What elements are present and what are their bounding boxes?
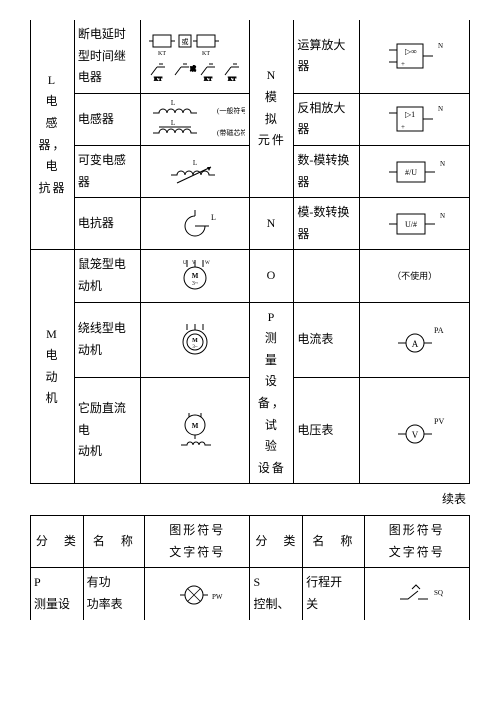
cat-L: L电 感器，电抗器 [31,20,75,250]
svg-text:N: N [440,212,445,220]
continued-label: 续表 [30,484,470,515]
name-dc-motor: 它励直流电动机 [74,377,140,483]
svg-text:L: L [193,159,197,167]
svg-text:N: N [438,105,443,113]
name-squirrel: 鼠笼型电动机 [74,250,140,302]
hdr-cat-1: 分 类 [31,516,84,568]
sym-ammeter: PA A [360,302,470,377]
component-table-1: L电 感器，电抗器 断电延时型时间继电器 或 KT KT KT 或 KT KT … [30,20,470,484]
svg-text:N: N [438,42,443,50]
name-limit-sw: 行程开关 [303,568,364,620]
name-reactor: 电抗器 [74,198,140,250]
svg-text:M: M [192,272,199,280]
sym-squirrel: M 3~ UV W [140,250,250,302]
name-var-inductor: 可变电感器 [74,145,140,197]
svg-text:或: 或 [182,37,189,46]
svg-text:▷∞: ▷∞ [405,47,417,56]
name-relay: 断电延时型时间继电器 [74,20,140,93]
svg-text:▷1: ▷1 [405,110,415,119]
sym-relay: 或 KT KT KT 或 KT KT [140,20,250,93]
svg-text:U: U [183,261,187,266]
svg-text:N: N [440,160,445,168]
svg-text:+: + [401,60,405,68]
svg-text:KT: KT [204,77,212,81]
sym-wattmeter: PW [145,568,250,620]
svg-text:SQ: SQ [434,589,443,597]
component-table-2: 分 类 名 称 图形符号文字符号 分 类 名 称 图形符号文字符号 P测量设 有… [30,515,470,619]
svg-text:#/U: #/U [405,168,417,177]
sym-dc-motor: M [140,377,250,483]
sym-wound: M 3~ [140,302,250,377]
svg-text:KT: KT [202,51,210,57]
hdr-name-1: 名 称 [83,516,144,568]
name-voltmeter: 电压表 [294,377,360,483]
name-wattmeter: 有功功率表 [83,568,144,620]
sym-inductor: L (一般符号) L (带磁芯符号) [140,93,250,145]
sym-limit-sw: SQ [364,568,469,620]
sym-dac: #/U N [360,145,470,197]
hdr-sym-1: 图形符号文字符号 [145,516,250,568]
svg-text:V: V [411,430,418,440]
name-dac: 数-模转换器 [294,145,360,197]
name-wound: 绕线型电动机 [74,302,140,377]
cat-O: O [250,250,294,302]
cat-P-meas: P测 量设备，试 验设备 [250,302,294,484]
svg-text:L: L [171,99,175,107]
svg-text:(一般符号): (一般符号) [217,106,245,115]
svg-text:V: V [192,261,196,266]
svg-text:M: M [192,422,199,430]
svg-text:KT: KT [228,77,236,81]
svg-text:PV: PV [434,417,444,426]
svg-text:W: W [205,261,210,266]
svg-text:U/#: U/# [405,220,417,229]
name-inductor: 电感器 [74,93,140,145]
name-invamp: 反相放大器 [294,93,360,145]
svg-text:A: A [411,339,418,349]
svg-text:KT: KT [154,77,162,81]
svg-text:PA: PA [434,326,444,335]
name-O [294,250,360,302]
svg-text:L: L [171,119,175,127]
svg-text:KT: KT [158,51,166,57]
svg-text:L: L [211,213,216,222]
cat-S: S控制、 [250,568,303,620]
sym-voltmeter: PV V [360,377,470,483]
name-opamp: 运算放大器 [294,20,360,93]
svg-text:(带磁芯符号): (带磁芯符号) [217,128,245,137]
svg-text:或: 或 [190,65,196,73]
name-ammeter: 电流表 [294,302,360,377]
hdr-name-2: 名 称 [303,516,364,568]
svg-text:M: M [192,338,198,344]
sym-O: （不使用） [360,250,470,302]
sym-invamp: ▷1 + N [360,93,470,145]
cat-N-analog: N模 拟元件 [250,20,294,198]
hdr-cat-2: 分 类 [250,516,303,568]
sym-reactor: L [140,198,250,250]
svg-text:3~: 3~ [192,281,199,287]
cat-M: M电 动机 [31,250,75,484]
cat-N2: N [250,198,294,250]
sym-opamp: ▷∞ + N [360,20,470,93]
svg-text:+: + [401,123,405,131]
svg-text:3~: 3~ [193,345,199,350]
hdr-sym-2: 图形符号文字符号 [364,516,469,568]
name-adc: 模-数转换器 [294,198,360,250]
sym-var-inductor: L [140,145,250,197]
cat-P2: P测量设 [31,568,84,620]
sym-adc: U/# N [360,198,470,250]
svg-text:PW: PW [212,593,223,601]
